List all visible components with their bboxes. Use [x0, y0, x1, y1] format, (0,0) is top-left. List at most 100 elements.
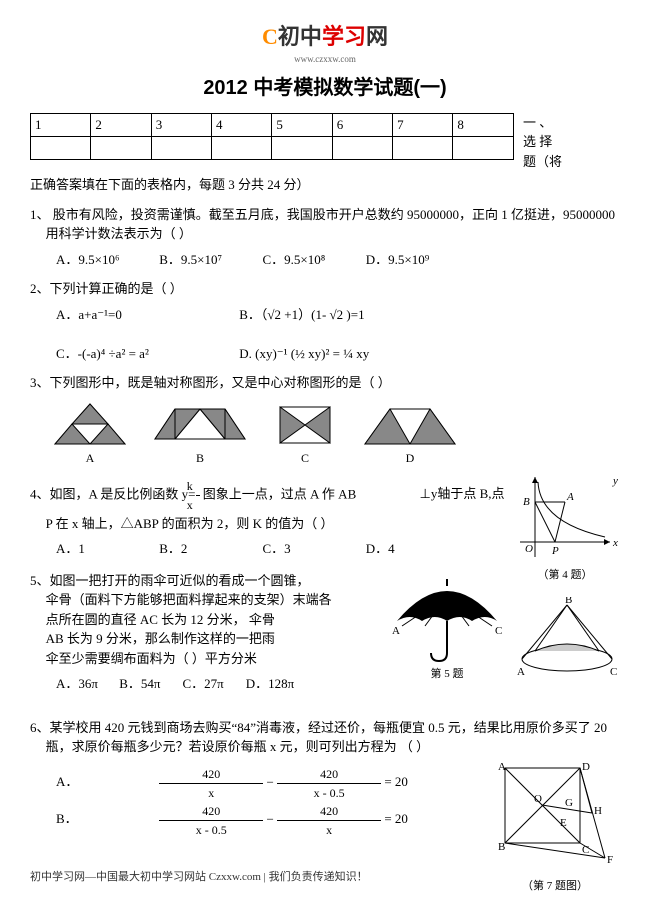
umbrella-icon: A C [387, 571, 507, 666]
svg-text:A: A [498, 761, 506, 773]
svg-text:x: x [612, 537, 618, 549]
question-5: 5、如图一把打开的雨伞可近似的看成一个圆锥， 伞骨（面料下方能够把面料撑起来的支… [30, 571, 386, 669]
q1-B: B．9.5×10⁷ [159, 250, 259, 270]
site-logo: C初中学习网 www.czxxw.com [30, 20, 620, 67]
q5-l3: 点所在圆的直径 AC 长为 12 分米， 伞骨 [46, 612, 275, 627]
triangle-icon [50, 399, 130, 449]
logo-c: C [262, 24, 278, 49]
grid-cell: 5 [272, 113, 332, 136]
svg-text:y: y [612, 475, 618, 487]
page-title: 2012 中考模拟数学试题(一) [30, 73, 620, 103]
svg-text:F: F [607, 854, 613, 866]
q5-l1: 5、如图一把打开的雨伞可近似的看成一个圆锥， [30, 573, 310, 588]
instructions: 正确答案填在下面的表格内，每题 3 分共 24 分） [30, 175, 620, 195]
q5-caption: 第 5 题 [387, 666, 507, 683]
grid-cell: 8 [453, 113, 513, 136]
q4-C: C．3 [263, 539, 363, 559]
cone-icon: B A C [515, 597, 620, 682]
grid-cell: 3 [151, 113, 211, 136]
q6-B: B． 420x - 0.5 − 420x = 20 [56, 802, 484, 839]
question-1: 1、 股市有风险，投资需谨慎。截至五月底，我国股市开户总数约 95000000，… [30, 205, 620, 244]
q6-A: A． 420x − 420x - 0.5 = 20 [56, 765, 484, 802]
q5-l2: 伞骨（面料下方能够把面料撑起来的支架）末端各 [46, 592, 332, 607]
q7-caption: （第 7 题图） [490, 878, 620, 895]
grid-cell: 1 [31, 113, 91, 136]
q5-A: A．36π [56, 674, 116, 694]
q3-fig-B: B [150, 399, 250, 467]
q2-options: A．a+a⁻¹=0 B．（√2 +1）(1- √2 )=1 C．-(-a)⁴ ÷… [30, 305, 620, 364]
q1-D: D．9.5×10⁹ [366, 250, 466, 270]
svg-text:C: C [582, 844, 589, 856]
section-label: 一 、 选 择 题（将 [517, 113, 606, 172]
side-l2: 选 择 [523, 134, 552, 149]
answer-grid: 1 2 3 4 5 6 7 8 [30, 113, 514, 160]
q3-fig-A: A [50, 399, 130, 467]
answer-grid-row: 1 2 3 4 5 6 7 8 一 、 选 择 题（将 [30, 113, 620, 172]
svg-text:C: C [495, 625, 502, 637]
svg-text:O: O [525, 543, 533, 555]
hexagon-icon [150, 399, 250, 449]
question-3: 3、下列图形中，既是轴对称图形，又是中心对称图形的是（ ） [30, 373, 620, 393]
grid-cell: 2 [91, 113, 151, 136]
q4-t3: ⊥y轴于点 B,点 [420, 486, 505, 501]
svg-text:A: A [392, 625, 400, 637]
q5-C: C．27π [183, 674, 243, 694]
question-4-wrap: y x B A P O （第 4 题） 4、如图，A 是反比例函数 y=kx 图… [30, 477, 620, 559]
grid-cell: 6 [332, 113, 392, 136]
svg-text:A: A [517, 666, 525, 678]
q3-figures: A B C D [50, 399, 620, 467]
svg-text:D: D [582, 761, 590, 773]
q3-fig-C: C [270, 399, 340, 467]
question-6: 6、某学校用 420 元钱到商场去购买“84”消毒液，经过还价，每瓶便宜 0.5… [30, 718, 620, 757]
svg-text:B: B [498, 841, 505, 853]
q4-B: B．2 [159, 539, 259, 559]
q4-D: D．4 [366, 539, 466, 559]
svg-text:A: A [566, 491, 574, 503]
q5-l4: AB 长为 9 分米，那么制作这样的一把雨 [46, 631, 275, 646]
q3-label-D: D [406, 451, 415, 465]
logo-zh1: 初中 [278, 24, 322, 49]
q3-label-C: C [301, 451, 309, 465]
question-6-wrap: A D B C O G H E F （第 7 题图） 6、某学校用 420 元钱… [30, 718, 620, 839]
svg-text:B: B [565, 597, 572, 606]
q2-A: A．a+a⁻¹=0 [56, 305, 236, 325]
svg-text:G: G [565, 797, 573, 809]
side-l3: 题（将 [523, 154, 562, 169]
hyperbola-graph-icon: y x B A P O [510, 472, 620, 567]
q2-D: D. (xy)⁻¹ (½ xy)² = ¼ xy [239, 344, 369, 364]
q1-options: A．9.5×10⁶ B．9.5×10⁷ C．9.5×10⁸ D．9.5×10⁹ [30, 250, 620, 270]
question-2: 2、下列计算正确的是（ ） [30, 279, 620, 299]
q4-t2: 图象上一点，过点 A 作 AB [200, 486, 357, 501]
cone-fig: B A C [515, 597, 620, 682]
q2-C: C．-(-a)⁴ ÷a² = a² [56, 344, 236, 364]
logo-zh2: 学习 [322, 24, 366, 49]
svg-text:P: P [551, 545, 559, 557]
geometry-diagram-icon: A D B C O G H E F [490, 758, 620, 878]
svg-text:H: H [594, 805, 602, 817]
q3-fig-D: D [360, 399, 460, 467]
q4-t1: 4、如图，A 是反比例函数 y= [30, 486, 196, 501]
svg-text:C: C [610, 666, 617, 678]
q1-A: A．9.5×10⁶ [56, 250, 156, 270]
grid-cell: 7 [393, 113, 453, 136]
square-icon [270, 399, 340, 449]
svg-text:B: B [523, 496, 530, 508]
q5-l5: 伞至少需要绸布面料为（ ）平方分米 [46, 651, 257, 666]
svg-text:O: O [534, 793, 542, 805]
question-5-wrap: A C 第 5 题 B A C 5、如图一把打开的雨伞可近似的看成一个圆锥， 伞… [30, 571, 620, 694]
side-l1: 一 、 [523, 115, 552, 130]
q4-A: A．1 [56, 539, 156, 559]
q5-D: D．128π [246, 674, 306, 694]
q2-B: B．（√2 +1）(1- √2 )=1 [239, 305, 364, 325]
logo-url: www.czxxw.com [30, 53, 620, 67]
q5-B: B．54π [119, 674, 179, 694]
logo-zh3: 网 [366, 24, 388, 49]
q3-label-A: A [86, 451, 95, 465]
trapezoid-icon [360, 399, 460, 449]
svg-text:E: E [560, 817, 567, 829]
umbrella-fig: A C 第 5 题 [387, 571, 507, 683]
q4-line2: P 在 x 轴上，△ABP 的面积为 2，则 K 的值为（ ） [46, 516, 334, 531]
q1-C: C．9.5×10⁸ [263, 250, 363, 270]
grid-cell: 4 [212, 113, 272, 136]
q3-label-B: B [196, 451, 204, 465]
